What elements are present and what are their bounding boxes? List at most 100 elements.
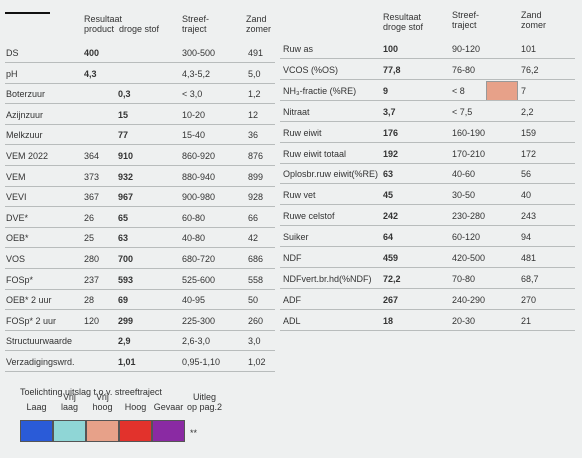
streef-value: 680-720: [182, 254, 216, 264]
streef-value: < 7,5: [452, 106, 473, 117]
header-result: Resultaat droge stof: [383, 12, 424, 32]
product-value: 280: [84, 254, 100, 264]
droge-stof-value: 63: [118, 233, 129, 244]
row-line: [5, 288, 275, 290]
result-value: 242: [383, 211, 399, 222]
streef-value: 40-60: [452, 169, 476, 180]
legend-swatch: [53, 420, 86, 442]
droge-stof-value: 65: [118, 212, 129, 223]
row-line: [5, 123, 275, 125]
legend-label: Hoog: [124, 402, 147, 412]
droge-stof-value: 700: [118, 254, 134, 264]
streef-value: 60-120: [452, 232, 481, 243]
row-label: VOS: [6, 254, 26, 264]
row-line: [280, 141, 575, 143]
row-label: OEB* 2 uur: [6, 295, 52, 306]
row-line: [280, 120, 575, 122]
zand-value: 270: [521, 294, 537, 305]
streef-value: 525-600: [182, 274, 216, 285]
row-line: [280, 308, 575, 310]
row-label: FOSp* 2 uur: [6, 315, 57, 326]
row-line: [280, 246, 575, 248]
row-label: NDF: [283, 253, 302, 263]
streef-value: 60-80: [182, 212, 206, 223]
product-value: 367: [84, 192, 100, 203]
legend-label: Gevaar: [153, 402, 184, 412]
streef-value: 4,3-5,2: [182, 68, 211, 79]
row-label: Structuurwaarde: [6, 336, 73, 347]
row-line: [5, 309, 275, 311]
row-label: Ruw as: [283, 44, 314, 54]
legend-title: Toelichting uitslag t.o.v. streeftraject: [20, 387, 162, 397]
row-label: NH₃-fractie (%RE): [283, 85, 357, 96]
streef-value: 880-940: [182, 171, 216, 182]
row-line: [5, 144, 275, 146]
product-value: 237: [84, 274, 100, 285]
row-label: Azijnzuur: [6, 109, 44, 120]
zand-value: 491: [248, 48, 264, 58]
row-line: [280, 287, 575, 289]
streef-value: 40-95: [182, 295, 206, 306]
zand-value: 21: [521, 315, 532, 326]
row-label: OEB*: [6, 233, 29, 244]
droge-stof-value: 593: [118, 274, 134, 285]
row-line: [280, 162, 575, 164]
streef-value: 240-290: [452, 294, 486, 305]
streef-value: 76-80: [452, 64, 476, 75]
row-line: [5, 103, 275, 105]
streef-value: 900-980: [182, 192, 216, 203]
zand-value: 5,0: [248, 68, 261, 79]
row-label: NDFvert.br.hd(%NDF): [283, 273, 372, 284]
top-rule: [5, 12, 50, 14]
row-line: [5, 371, 275, 372]
legend-note: Uitleg op pag.2: [187, 392, 223, 412]
row-line: [280, 204, 575, 206]
zand-value: 876: [248, 151, 264, 161]
droge-stof-value: 299: [118, 315, 134, 326]
header-streef: Streef- traject: [182, 14, 210, 34]
product-value: 364: [84, 151, 100, 161]
product-value: 120: [84, 315, 100, 326]
result-value: 18: [383, 315, 394, 326]
droge-stof-value: 2,9: [118, 336, 131, 347]
row-line: [5, 62, 275, 63]
row-label: Boterzuur: [6, 89, 46, 100]
row-label: Suiker: [283, 232, 309, 243]
result-value: 72,2: [383, 273, 401, 284]
row-line: [280, 329, 575, 331]
zand-value: 7: [521, 85, 527, 96]
zand-value: 40: [521, 190, 532, 201]
row-label: VEVI: [6, 192, 27, 203]
zand-value: 928: [248, 192, 264, 203]
droge-stof-value: 69: [118, 295, 129, 306]
zand-value: 899: [248, 171, 264, 182]
droge-stof-value: 932: [118, 171, 134, 182]
zand-value: 172: [521, 148, 537, 159]
zand-value: 68,7: [521, 273, 539, 284]
row-label: pH: [6, 68, 18, 79]
row-label: ADL: [283, 315, 301, 326]
row-line: [280, 183, 575, 185]
zand-value: 1,02: [248, 357, 266, 367]
streef-value: 170-210: [452, 148, 486, 159]
row-label: VEM: [6, 171, 26, 182]
zand-value: 260: [248, 315, 264, 326]
zand-value: 50: [248, 295, 259, 306]
row-label: VEM 2022: [6, 151, 49, 161]
streef-value: 15-40: [182, 130, 206, 141]
streef-value: 40-80: [182, 233, 206, 244]
row-line: [5, 185, 275, 187]
result-value: 459: [383, 253, 399, 263]
legend-swatch: [152, 420, 185, 442]
droge-stof-value: 15: [118, 109, 129, 120]
zand-value: 94: [521, 232, 532, 243]
row-line: [280, 267, 575, 268]
streef-value: 0,95-1,10: [182, 357, 221, 367]
droge-stof-value: 77: [118, 130, 129, 141]
row-label: Ruw eiwit totaal: [283, 148, 347, 159]
streef-value: 70-80: [452, 273, 476, 284]
row-label: Ruw vet: [283, 190, 316, 201]
zand-value: 3,0: [248, 336, 261, 347]
result-value: 77,8: [383, 64, 401, 75]
